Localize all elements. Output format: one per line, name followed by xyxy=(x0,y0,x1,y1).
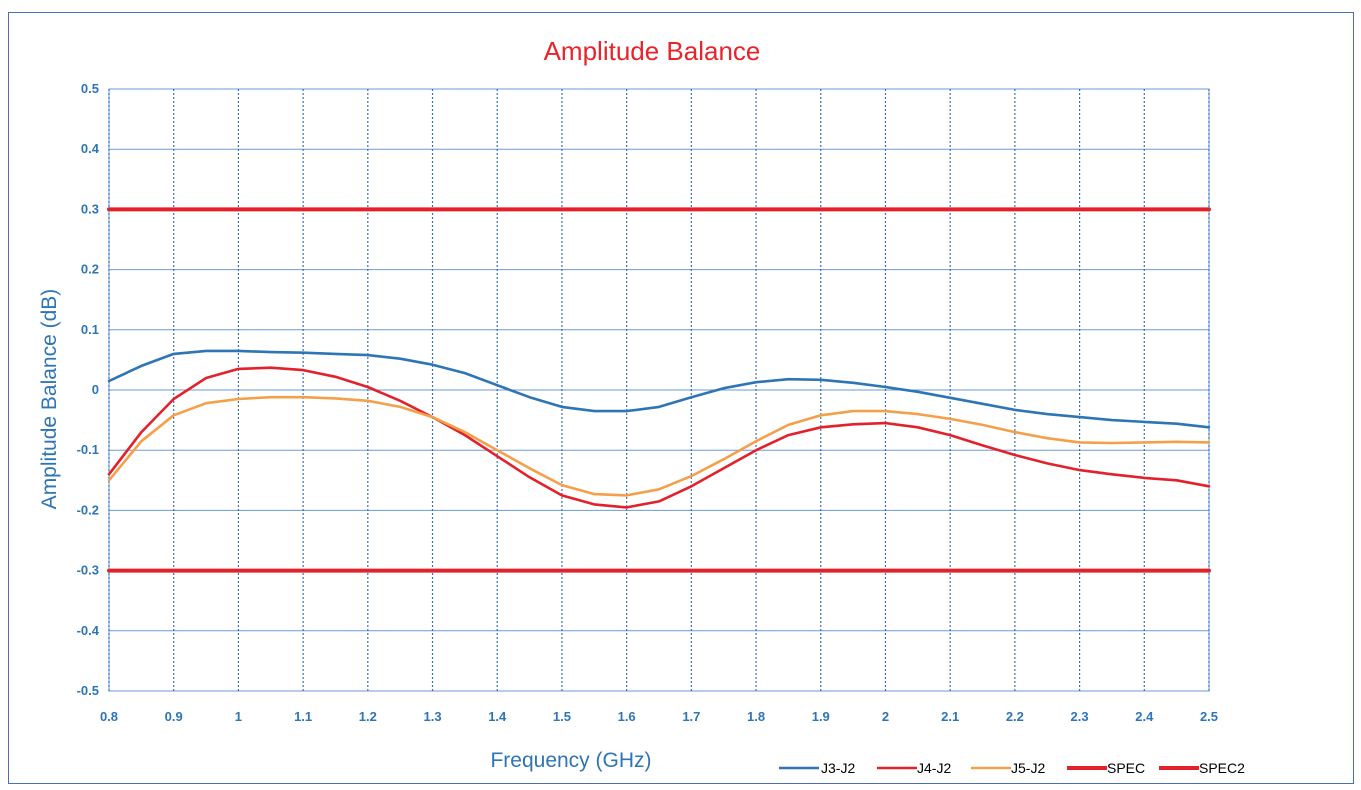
y-tick-label: 0.5 xyxy=(81,81,99,96)
x-tick-label: 1 xyxy=(235,709,242,724)
x-tick-label: 2.5 xyxy=(1200,709,1218,724)
series-group xyxy=(107,207,1211,573)
series-line-j4-j2 xyxy=(107,366,1211,509)
legend-label-j3-j2: J3-J2 xyxy=(821,760,855,776)
legend-label-j5-j2: J5-J2 xyxy=(1011,760,1045,776)
x-tick-label: 0.9 xyxy=(165,709,183,724)
legend-label-spec: SPEC xyxy=(1107,760,1145,776)
axis-ticks: 0.5 0.4 0.3 0.2 0.1 0 -0.1 -0.2 -0.3 -0.4 -0.50.8 0… xyxy=(77,81,1218,724)
x-tick-label: 2 xyxy=(882,709,889,724)
x-tick-label: 1.5 xyxy=(553,709,571,724)
y-tick-label: -0.3 xyxy=(77,563,99,578)
x-tick-label: 1.8 xyxy=(747,709,765,724)
y-tick-label: -0.2 xyxy=(77,502,99,517)
x-tick-label: 2.1 xyxy=(941,709,959,724)
y-tick-label: 0.1 xyxy=(81,322,99,337)
y-axis-title: Amplitude Balance (dB) xyxy=(38,289,61,510)
y-tick-label: -0.5 xyxy=(77,683,99,698)
x-tick-label: 1.1 xyxy=(294,709,312,724)
x-tick-label: 1.3 xyxy=(423,709,441,724)
chart-frame: Amplitude Balance 0.5 0.4 0.3 0.2 0.1 0 -0.1 -0… xyxy=(8,12,1354,784)
x-tick-label: 1.2 xyxy=(359,709,377,724)
grid xyxy=(108,88,1210,692)
x-tick-label: 1.7 xyxy=(682,709,700,724)
x-tick-label: 2.3 xyxy=(1071,709,1089,724)
y-tick-label: 0 xyxy=(92,382,99,397)
series-line-j5-j2 xyxy=(107,395,1211,497)
y-tick-label: -0.1 xyxy=(77,442,99,457)
y-tick-label: 0.2 xyxy=(81,262,99,277)
x-tick-label: 2.4 xyxy=(1135,709,1154,724)
x-tick-label: 1.4 xyxy=(488,709,507,724)
y-tick-label: 0.4 xyxy=(81,141,100,156)
x-tick-label: 1.6 xyxy=(618,709,636,724)
chart-title: Amplitude Balance xyxy=(544,36,761,66)
legend-label-j4-j2: J4-J2 xyxy=(917,760,951,776)
y-tick-label: 0.3 xyxy=(81,201,99,216)
x-tick-label: 1.9 xyxy=(812,709,830,724)
amplitude-balance-chart: Amplitude Balance 0.5 0.4 0.3 0.2 0.1 0 -0.1 -0… xyxy=(38,36,1245,776)
x-tick-label: 2.2 xyxy=(1006,709,1024,724)
legend-label-spec2: SPEC2 xyxy=(1199,760,1245,776)
x-axis-title: Frequency (GHz) xyxy=(490,749,651,772)
y-tick-label: -0.4 xyxy=(77,623,100,638)
legend: J3-J2 J4-J2 J5-J2 SPEC SPEC2 xyxy=(779,760,1245,776)
x-tick-label: 0.8 xyxy=(100,709,118,724)
series-line-j3-j2 xyxy=(107,349,1211,429)
